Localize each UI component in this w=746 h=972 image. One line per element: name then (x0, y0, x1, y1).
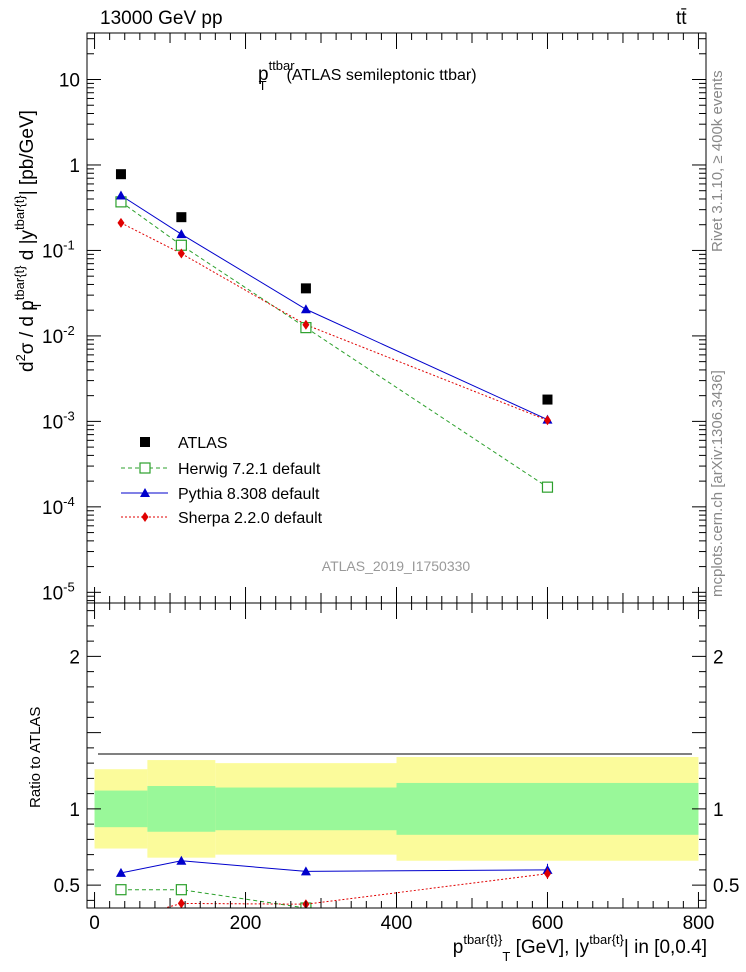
ratio-tick-label-right: 1 (713, 800, 724, 821)
legend-label: ATLAS (178, 435, 228, 452)
ratio-series-line (120, 889, 310, 908)
data-point (541, 481, 554, 493)
series-line (120, 201, 548, 488)
data-point (300, 866, 311, 876)
x-axis-label: ptbar{t}}T [GeV], |ytbar{t}| in [0,0.4] (453, 932, 707, 964)
ratio-tick-label: 2 (69, 647, 80, 668)
data-point (177, 248, 185, 259)
chart-title: pttbar T(ATLAS semileptonic ttbar) (258, 58, 477, 93)
uncertainty-band-inner (94, 790, 148, 828)
series-line (120, 195, 548, 421)
y-tick-label: 10-2 (42, 323, 75, 348)
legend-label: Sherpa 2.2.0 default (178, 510, 323, 527)
x-tick-label: 400 (381, 913, 413, 934)
data-point (176, 229, 187, 239)
data-point (115, 884, 127, 896)
data-point (115, 169, 126, 180)
ratio-axes: 0.5 0.5 1 1 2 2 (54, 610, 739, 901)
data-point (177, 898, 185, 908)
data-point (140, 437, 150, 447)
data-point (117, 915, 124, 925)
x-tick-label: 600 (532, 913, 564, 934)
main-y-axis-label: d2σ / d ptbar{t}T d |ytbar{t}| [pb/GeV] (12, 110, 44, 372)
ratio-tick-label: 0.5 (54, 876, 80, 897)
data-point (176, 855, 187, 865)
header-right-label: tt̄ (676, 8, 687, 29)
y-tick-label: 10-4 (42, 494, 75, 519)
y-tick-label: 1 (69, 156, 80, 177)
uncertainty-band-inner (147, 786, 216, 832)
header-left-label: 13000 GeV pp (100, 8, 223, 29)
ratio-tick-label: 1 (69, 800, 80, 821)
uncertainty-bands (94, 757, 699, 861)
ratio-series-line (163, 873, 548, 908)
legend-label: Herwig 7.2.1 default (178, 461, 321, 478)
ratio-tick-label-right: 0.5 (713, 876, 739, 897)
data-point (117, 217, 125, 228)
x-tick-label: 800 (683, 913, 715, 934)
svg-text:d2σ / d ptbar{t}T d |ytbar{t}|: d2σ / d ptbar{t}T d |ytbar{t}| [pb/GeV] (12, 110, 44, 372)
ratio-tick-label-right: 2 (713, 647, 724, 668)
y-tick-label: 10-5 (42, 579, 75, 604)
data-point (175, 884, 187, 896)
ratio-series-line (120, 860, 548, 874)
ratio-plot-series (115, 855, 553, 925)
series-line (120, 222, 548, 421)
data-point (300, 283, 311, 294)
uncertainty-band-inner (396, 782, 699, 835)
y-tick-label: 10 (59, 71, 80, 92)
data-point (542, 394, 553, 405)
x-tick-label: 0 (89, 913, 100, 934)
x-axis: 0 200 400 600 800 (89, 33, 714, 934)
mcplots-label: mcplots.cern.ch [arXiv:1306.3436] (709, 370, 726, 597)
data-point (141, 512, 149, 522)
x-tick-label: 200 (230, 913, 262, 934)
data-point (543, 415, 551, 426)
data-point (302, 319, 310, 330)
rivet-label: Rivet 3.1.10, ≥ 400k events (709, 70, 726, 252)
legend-label: Pythia 8.308 default (178, 486, 320, 503)
y-tick-label: 10-1 (42, 237, 75, 262)
legend: ATLAS Herwig 7.2.1 default Pythia 8.308 de… (121, 435, 323, 527)
main-y-axis: 10 1 10-1 10-2 10-3 10-4 10-5 (42, 38, 706, 604)
analysis-watermark: ATLAS_2019_I1750330 (322, 558, 471, 574)
y-tick-label: 10-3 (42, 408, 75, 433)
data-point (139, 462, 151, 474)
uncertainty-band-inner (215, 787, 397, 831)
data-point (300, 304, 311, 314)
data-point (115, 190, 126, 200)
ratio-y-axis-label: Ratio to ATLAS (27, 707, 44, 808)
data-point (140, 488, 150, 497)
main-plot-series (115, 169, 554, 493)
data-point (176, 212, 187, 223)
data-point (115, 867, 126, 877)
